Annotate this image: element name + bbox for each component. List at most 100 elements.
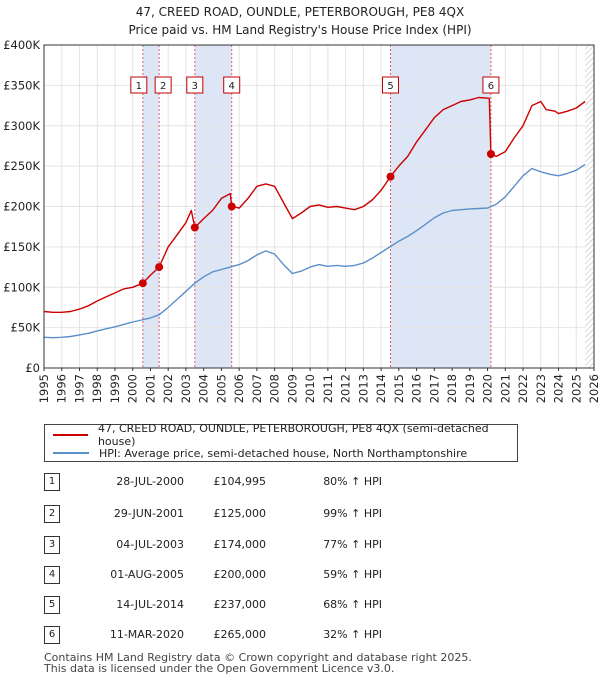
sale-marker <box>486 150 495 159</box>
sale-hpi-change: 77% ↑ HPI <box>323 538 382 551</box>
table-row: 6 11-MAR-2020 £265,000 32% ↑ HPI <box>44 626 464 644</box>
sale-number-label: 6 <box>488 81 494 92</box>
sale-date: 28-JUL-2000 <box>116 475 184 488</box>
legend-label-hpi: HPI: Average price, semi-detached house,… <box>99 446 468 460</box>
legend-label-property: 47, CREED ROAD, OUNDLE, PETERBOROUGH, PE… <box>97 422 489 448</box>
sale-marker <box>155 263 164 272</box>
sale-number: 5 <box>44 596 60 614</box>
sale-number-box <box>223 76 241 94</box>
sale-price: £237,000 <box>213 598 267 611</box>
legend-item-property: 47, CREED ROAD, OUNDLE, PETERBOROUGH, PE… <box>45 422 517 448</box>
table-row: 2 29-JUN-2001 £125,000 99% ↑ HPI <box>44 505 464 523</box>
y-tick-label: £250K <box>3 159 40 173</box>
sale-marker <box>138 279 147 288</box>
sale-price: £104,995 <box>213 475 267 488</box>
footer: Contains HM Land Registry data © Crown c… <box>44 652 472 674</box>
x-tick-label: 2016 <box>410 374 424 403</box>
sale-date: 29-JUN-2001 <box>113 507 184 520</box>
legend-item-hpi: HPI: Average price, semi-detached house,… <box>45 444 467 462</box>
chart-title-line1: 47, CREED ROAD, OUNDLE, PETERBOROUGH, PE… <box>135 5 465 19</box>
x-tick-label: 2025 <box>569 374 583 403</box>
sale-number-label: 5 <box>387 81 393 92</box>
x-tick-label: 2007 <box>250 374 264 403</box>
legend: 47, CREED ROAD, OUNDLE, PETERBOROUGH, PE… <box>44 422 518 462</box>
x-tick-label: 2011 <box>321 374 335 403</box>
sale-hpi-change: 68% ↑ HPI <box>323 598 382 611</box>
price-chart: 1 2 3 4 5 6 £0 £50K £100K £150K £200K £250K £300K £3… <box>3 38 600 403</box>
sale-price: £265,000 <box>213 628 267 641</box>
sale-number: 6 <box>44 626 60 644</box>
x-axis-ticks: 1995 1996 1997 1998 1999 2000 2001 2002 2003 2004… <box>37 368 600 403</box>
hpi-line <box>43 163 586 339</box>
y-tick-label: £400K <box>3 38 40 52</box>
sale-marker <box>386 172 395 181</box>
footer-copyright: Contains HM Land Registry data © Crown c… <box>44 651 472 664</box>
y-tick-label: £300K <box>3 119 40 133</box>
sale-number-box <box>382 76 399 94</box>
y-tick-label: £350K <box>3 78 40 92</box>
sale-number-box <box>482 76 500 94</box>
sale-number-box <box>154 76 172 94</box>
x-tick-label: 2000 <box>126 374 140 403</box>
y-tick-label: £50K <box>11 321 41 335</box>
x-tick-label: 2019 <box>463 374 477 403</box>
x-tick-label: 2009 <box>285 374 299 403</box>
x-tick-label: 2003 <box>179 374 193 403</box>
y-tick-label: £0 <box>25 361 40 375</box>
sale-number-box <box>186 76 204 94</box>
sale-price: £125,000 <box>213 507 267 520</box>
sale-number-label: 2 <box>160 81 166 92</box>
x-tick-label: 1999 <box>108 374 122 403</box>
sale-marker <box>190 223 199 232</box>
x-tick-label: 2008 <box>268 374 282 403</box>
legend-swatch-property <box>53 434 88 436</box>
y-tick-label: £200K <box>3 200 40 214</box>
x-tick-label: 1997 <box>72 374 86 403</box>
x-tick-label: 2018 <box>445 374 459 403</box>
table-row: 1 28-JUL-2000 £104,995 80% ↑ HPI <box>44 473 464 491</box>
sale-number: 4 <box>44 566 60 584</box>
chart-title-line2: Price paid vs. HM Land Registry's House … <box>128 23 472 37</box>
table-row: 5 14-JUL-2014 £237,000 68% ↑ HPI <box>44 596 464 614</box>
sale-date: 04-JUL-2003 <box>116 538 184 551</box>
sale-hpi-change: 99% ↑ HPI <box>323 507 382 520</box>
sale-number: 3 <box>44 536 60 554</box>
x-tick-label: 2006 <box>232 374 246 403</box>
x-tick-label: 2023 <box>534 374 548 403</box>
sale-number-label: 3 <box>192 81 198 92</box>
legend-swatch-hpi <box>53 452 89 454</box>
sale-number: 1 <box>44 473 60 491</box>
x-tick-label: 2024 <box>552 374 566 403</box>
x-tick-label: 2015 <box>392 374 406 403</box>
x-tick-label: 2010 <box>303 374 317 403</box>
sale-date: 11-MAR-2020 <box>109 628 184 641</box>
x-tick-label: 2005 <box>214 374 228 403</box>
table-row: 3 04-JUL-2003 £174,000 77% ↑ HPI <box>44 536 464 554</box>
series-lines <box>43 96 586 339</box>
sale-number-label: 1 <box>136 81 142 92</box>
sale-number: 2 <box>44 505 60 523</box>
x-tick-label: 2022 <box>516 374 530 403</box>
sale-number-box <box>130 76 148 94</box>
sale-date: 14-JUL-2014 <box>116 598 184 611</box>
sale-price: £174,000 <box>213 538 267 551</box>
y-axis-ticks: £0 £50K £100K £150K £200K £250K £300K £350K £400… <box>3 38 40 375</box>
sale-hpi-change: 80% ↑ HPI <box>323 475 382 488</box>
sale-markers <box>138 150 495 288</box>
future-hatched-region <box>585 45 594 368</box>
sale-date: 01-AUG-2005 <box>110 568 184 581</box>
sale-number-boxes: 1 2 3 4 5 6 <box>130 76 500 94</box>
chart-title: 47, CREED ROAD, OUNDLE, PETERBOROUGH, PE… <box>0 3 600 39</box>
x-tick-label: 2013 <box>356 374 370 403</box>
x-tick-label: 2020 <box>481 374 495 403</box>
x-tick-label: 2021 <box>498 374 512 403</box>
property-price-line <box>43 96 586 313</box>
sale-marker <box>227 202 236 211</box>
x-tick-label: 1995 <box>37 374 51 403</box>
footer-license: This data is licensed under the Open Gov… <box>44 662 395 675</box>
sale-hpi-change: 32% ↑ HPI <box>323 628 382 641</box>
x-tick-label: 2014 <box>374 374 388 403</box>
gridlines <box>43 44 595 369</box>
y-tick-label: £150K <box>3 240 40 254</box>
x-tick-label: 2002 <box>161 374 175 403</box>
